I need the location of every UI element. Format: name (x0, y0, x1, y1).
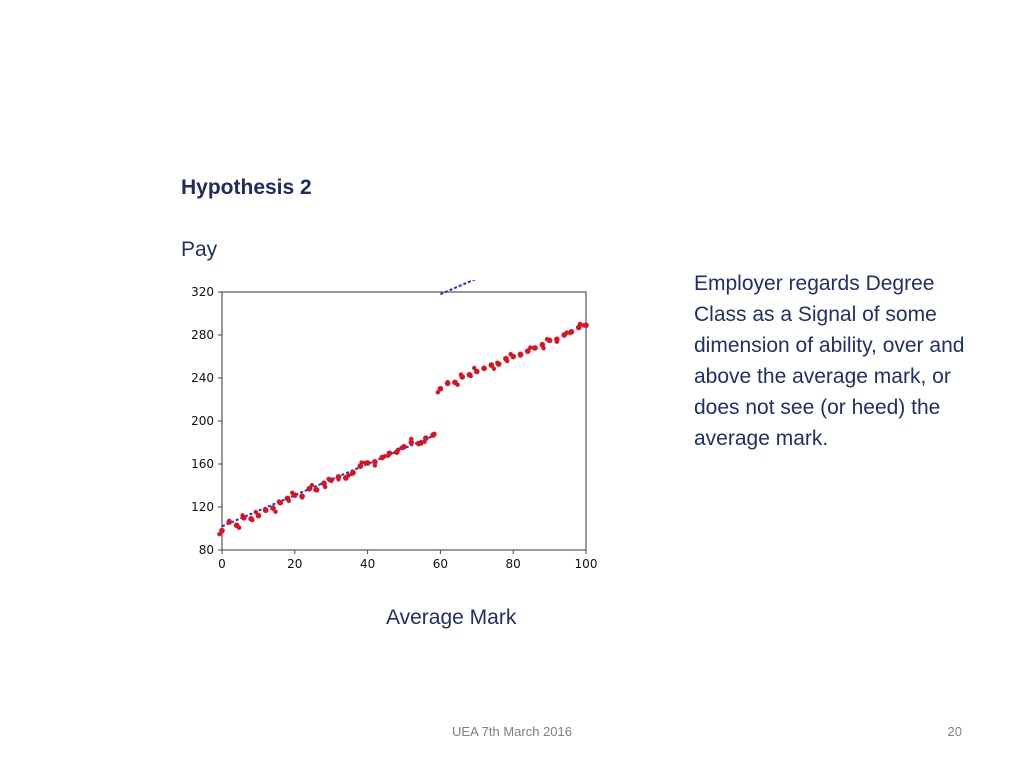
data-point (458, 372, 464, 377)
data-point (488, 362, 495, 368)
data-point (577, 321, 583, 327)
plot-area (221, 291, 587, 551)
data-point (326, 476, 331, 482)
data-point (541, 346, 546, 351)
y-tick-label: 200 (191, 414, 214, 428)
data-point (395, 447, 401, 453)
data-point (236, 525, 242, 530)
y-tick-label: 280 (191, 328, 214, 342)
data-point (227, 518, 232, 524)
data-point (418, 441, 424, 446)
data-point (564, 330, 569, 335)
data-point (544, 336, 550, 342)
data-point (528, 345, 533, 350)
data-point (437, 385, 444, 392)
data-point (309, 482, 315, 488)
x-tick-label: 80 (506, 557, 521, 571)
data-point (474, 368, 480, 375)
data-point (504, 358, 510, 364)
data-point (250, 517, 255, 523)
x-axis-label: Average Mark (386, 606, 517, 629)
data-point (382, 454, 387, 459)
explanation-text: Employer regards Degree Class as a Signa… (694, 272, 965, 450)
data-point (581, 323, 586, 328)
data-point (219, 527, 225, 534)
slide-title: Hypothesis 2 (181, 176, 312, 199)
page-number: 20 (947, 724, 962, 739)
data-point (435, 390, 441, 395)
data-point (240, 513, 245, 518)
data-point (432, 431, 437, 436)
data-point (276, 499, 282, 504)
y-tick-label: 240 (191, 371, 214, 385)
data-point (468, 373, 473, 379)
y-tick-label: 80 (199, 543, 214, 557)
fit-line-60-and-above (440, 280, 476, 296)
data-point (399, 445, 404, 451)
data-point (495, 360, 500, 366)
data-point (255, 512, 262, 519)
y-tick-label: 120 (191, 500, 214, 514)
x-tick-label: 60 (433, 557, 448, 571)
data-point (455, 382, 460, 387)
scatter-chart: 80 120 160 200 240 280 320 0 20 40 60 80 100 (191, 280, 597, 571)
y-tick-label: 320 (191, 285, 214, 299)
data-point (299, 495, 305, 500)
plot-frame (221, 291, 587, 551)
data-point (385, 453, 391, 458)
data-point (253, 509, 259, 515)
data-point (346, 473, 351, 478)
footer-text: UEA 7th March 2016 (452, 724, 572, 739)
data-point (422, 439, 427, 444)
data-point (554, 339, 560, 344)
data-point (408, 439, 415, 446)
data-point (481, 366, 487, 371)
data-point (263, 508, 268, 513)
data-point (409, 436, 414, 442)
data-point (445, 379, 450, 385)
data-point (372, 459, 378, 465)
data-point (359, 460, 364, 465)
x-tick-label: 100 (575, 557, 598, 571)
x-tick-label: 40 (360, 557, 375, 571)
data-point (518, 353, 523, 358)
data-point (286, 498, 291, 503)
x-tick-label: 0 (218, 557, 226, 571)
data-point (362, 460, 368, 466)
data-point (313, 487, 318, 492)
data-point (491, 366, 497, 371)
data-point (567, 330, 573, 336)
data-point (306, 485, 313, 492)
data-point (273, 509, 278, 514)
data-point (349, 471, 354, 476)
data-point (336, 477, 341, 482)
data-point (322, 484, 328, 490)
chart-marks (217, 280, 589, 537)
y-axis-label: Pay (181, 238, 218, 261)
x-tick-label: 20 (287, 557, 302, 571)
y-tick-label: 160 (191, 457, 214, 471)
data-point (372, 463, 378, 468)
data-point (472, 365, 477, 371)
data-point (270, 505, 276, 511)
data-point (290, 490, 295, 496)
data-point (217, 531, 222, 537)
data-point (524, 348, 531, 354)
data-point (531, 345, 536, 351)
chart-axes: 80 120 160 200 240 280 320 0 20 40 60 80 100 (191, 285, 597, 571)
data-point (508, 351, 513, 357)
